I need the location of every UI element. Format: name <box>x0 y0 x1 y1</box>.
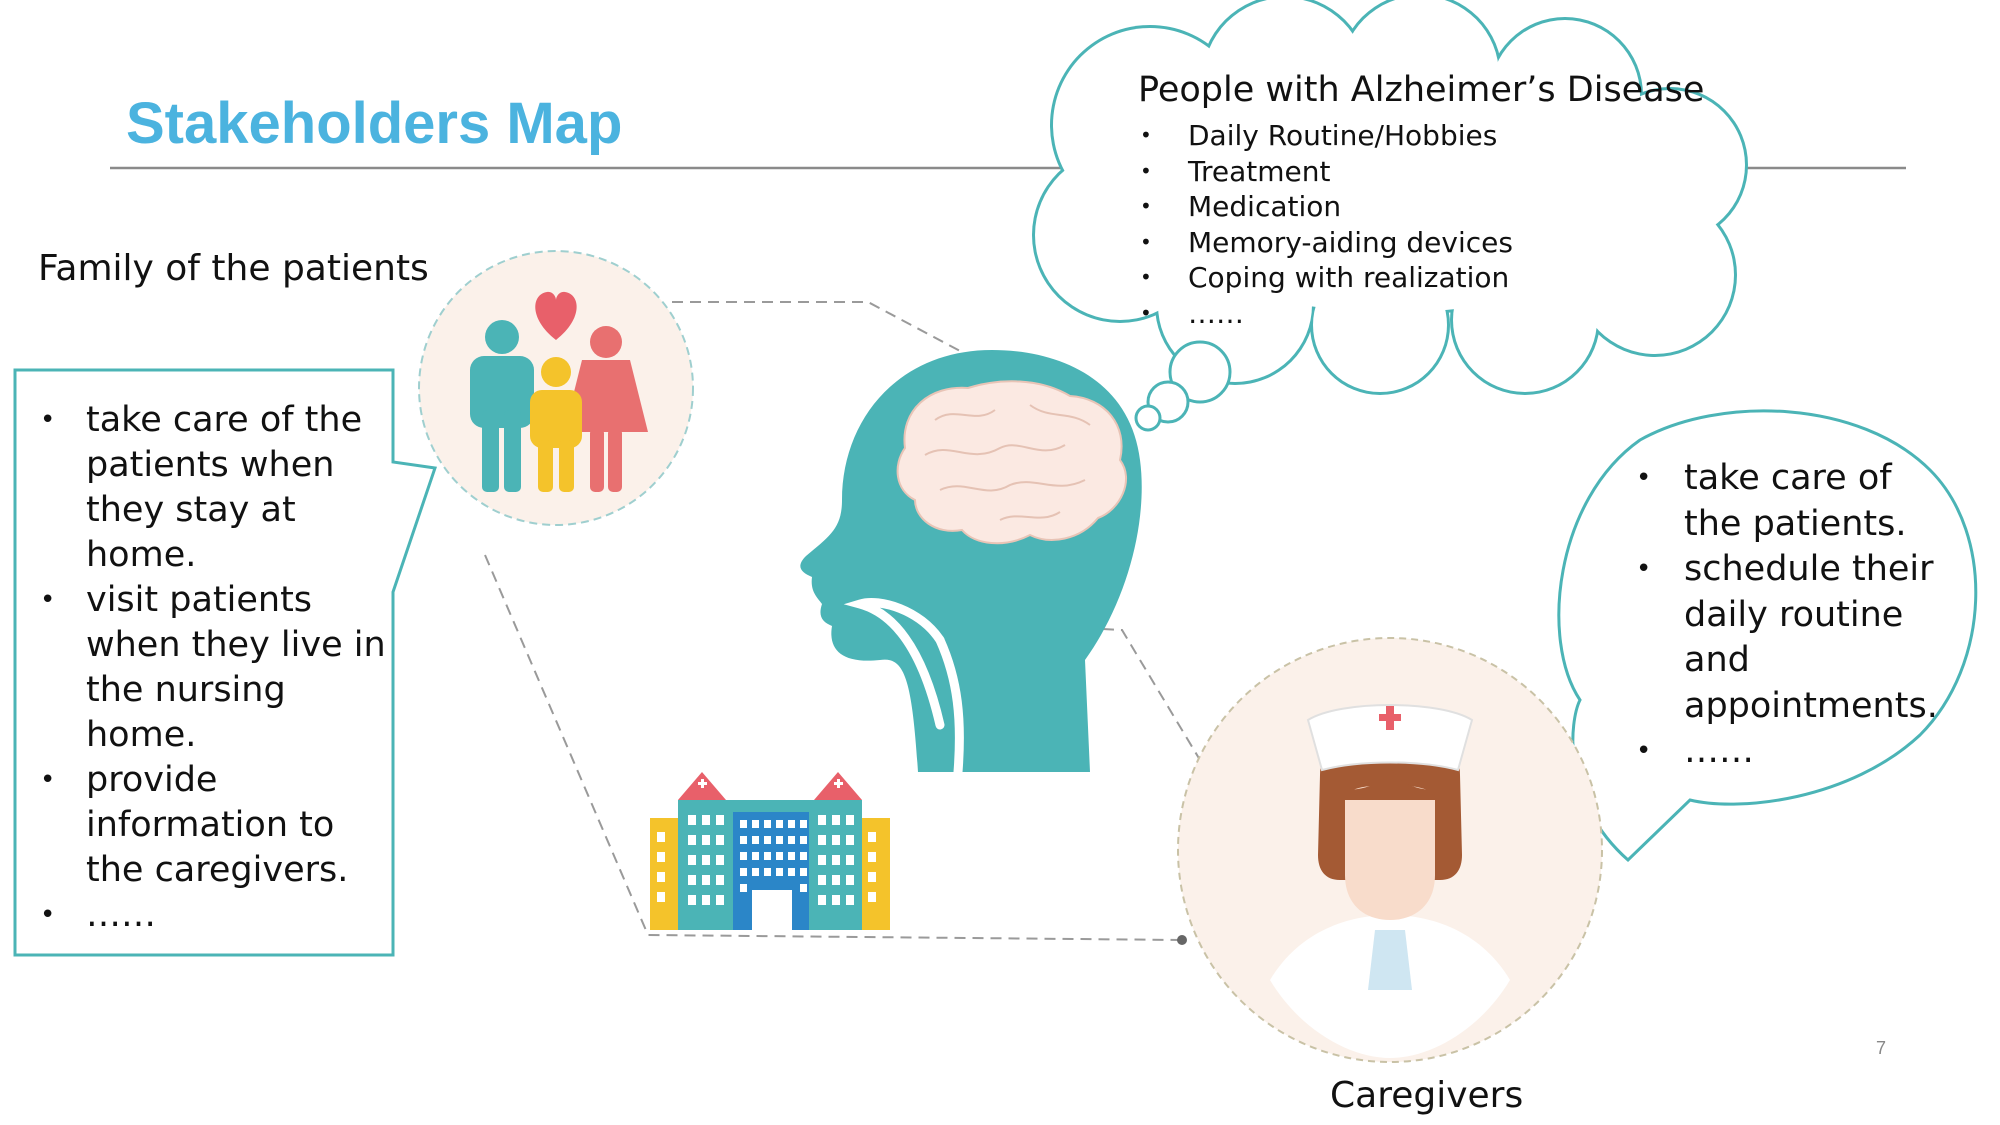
list-item: take care of the patients. <box>1632 456 1952 547</box>
list-item: Medication <box>1138 189 1698 225</box>
caregiver-responsibilities-list: take care of the patients. schedule thei… <box>1632 456 1952 775</box>
list-item: take care of the patients when they stay… <box>38 398 388 578</box>
list-item: visit patients when they live in the nur… <box>38 578 388 758</box>
list-item: Memory-aiding devices <box>1138 225 1698 261</box>
nurse-icon <box>1178 638 1602 1062</box>
connector-head-caregivers <box>1085 628 1200 760</box>
list-item: Treatment <box>1138 154 1698 190</box>
page-title: Stakeholders Map <box>126 90 622 157</box>
list-item: …… <box>38 893 388 938</box>
list-item: Daily Routine/Hobbies <box>1138 118 1698 154</box>
head-brain-icon <box>800 350 1141 772</box>
list-item: schedule their daily routine and appoint… <box>1632 547 1952 729</box>
list-item: …… <box>1138 296 1698 332</box>
hospital-building-icon <box>650 772 890 930</box>
connector-dot <box>1177 935 1187 945</box>
patient-needs-list: Daily Routine/Hobbies Treatment Medicati… <box>1138 118 1698 331</box>
list-item: Coping with realization <box>1138 260 1698 296</box>
patients-heading: People with Alzheimer’s Disease <box>1138 70 1704 110</box>
family-label: Family of the patients <box>38 248 429 289</box>
list-item: …… <box>1632 729 1952 775</box>
caregivers-label: Caregivers <box>1330 1075 1523 1116</box>
page-number: 7 <box>1876 1038 1886 1059</box>
family-responsibilities-list: take care of the patients when they stay… <box>38 398 388 938</box>
family-icon <box>419 251 693 525</box>
list-item: provide information to the caregivers. <box>38 758 388 893</box>
